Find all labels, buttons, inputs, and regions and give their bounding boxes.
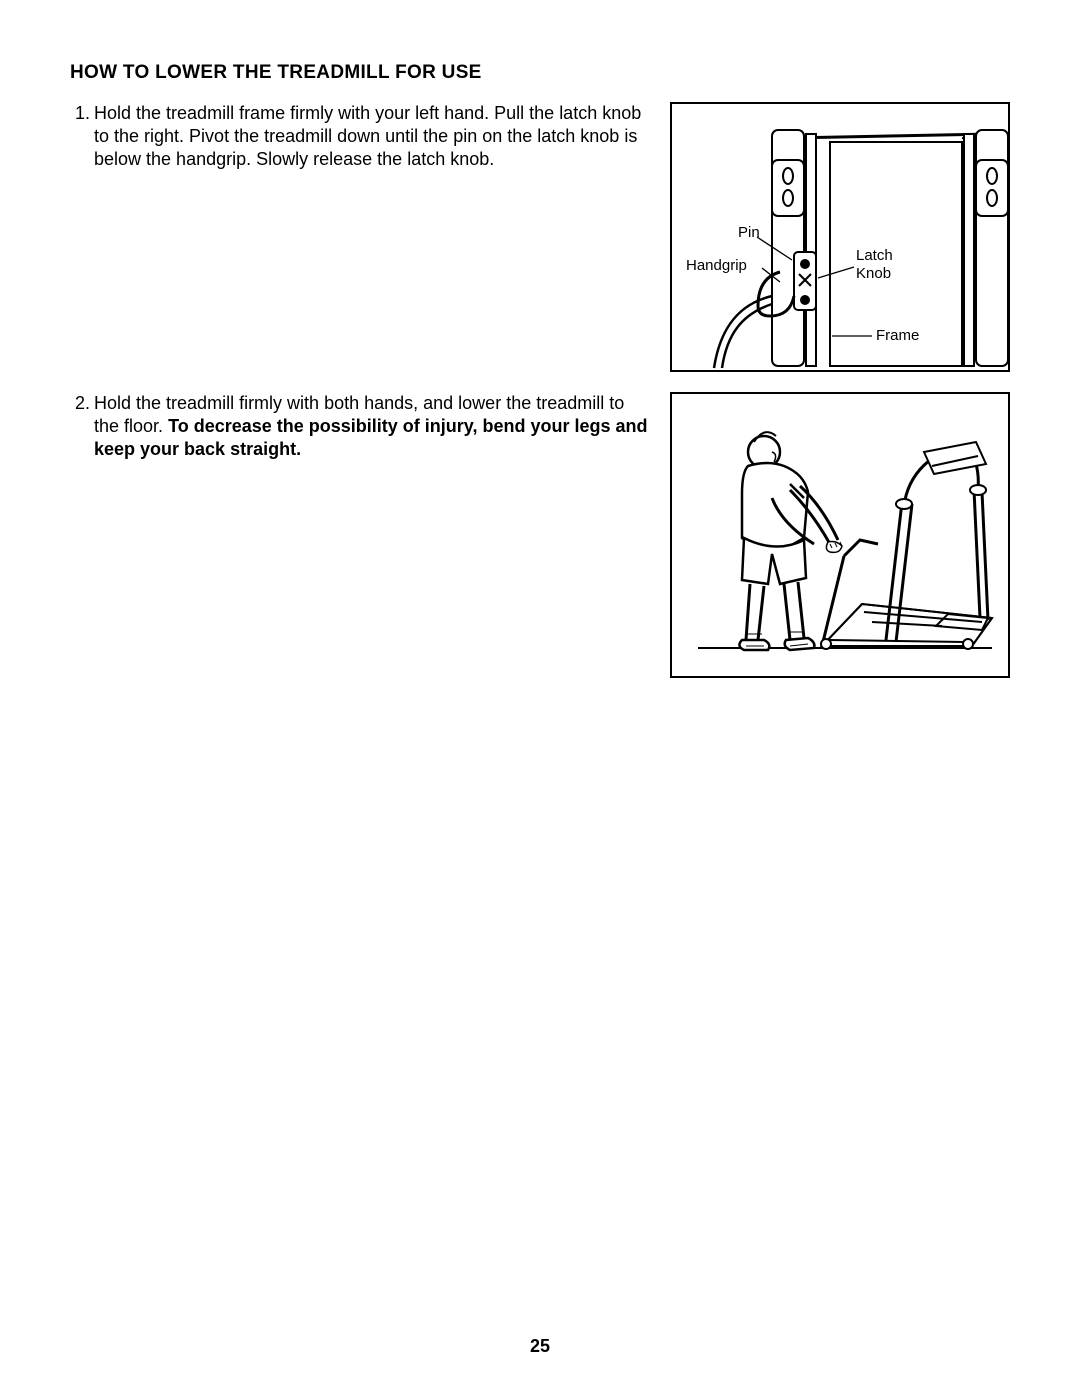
step-1-text: Hold the treadmill frame firmly with you… xyxy=(94,102,650,171)
label-frame: Frame xyxy=(876,327,919,344)
label-latch-1: Latch xyxy=(856,247,893,264)
step-2-number: 2. xyxy=(70,392,94,461)
figure-2 xyxy=(670,392,1010,678)
step-2-text-bold: To decrease the possibility of injury, b… xyxy=(94,416,648,459)
step-1-number: 1. xyxy=(70,102,94,171)
step-1-row: 1. Hold the treadmill frame firmly with … xyxy=(70,102,1010,372)
section-title: HOW TO LOWER THE TREADMILL FOR USE xyxy=(70,62,1010,84)
label-handgrip: Handgrip xyxy=(686,257,747,274)
step-1: 1. Hold the treadmill frame firmly with … xyxy=(70,102,650,171)
page-number: 25 xyxy=(0,1336,1080,1357)
step-2: 2. Hold the treadmill firmly with both h… xyxy=(70,392,650,461)
step-2-text: Hold the treadmill firmly with both hand… xyxy=(94,392,650,461)
step-2-row: 2. Hold the treadmill firmly with both h… xyxy=(70,392,1010,678)
label-latch-2: Knob xyxy=(856,265,891,282)
figure-1: Pin Handgrip Latch Knob Frame xyxy=(670,102,1010,372)
label-pin: Pin xyxy=(738,224,760,241)
